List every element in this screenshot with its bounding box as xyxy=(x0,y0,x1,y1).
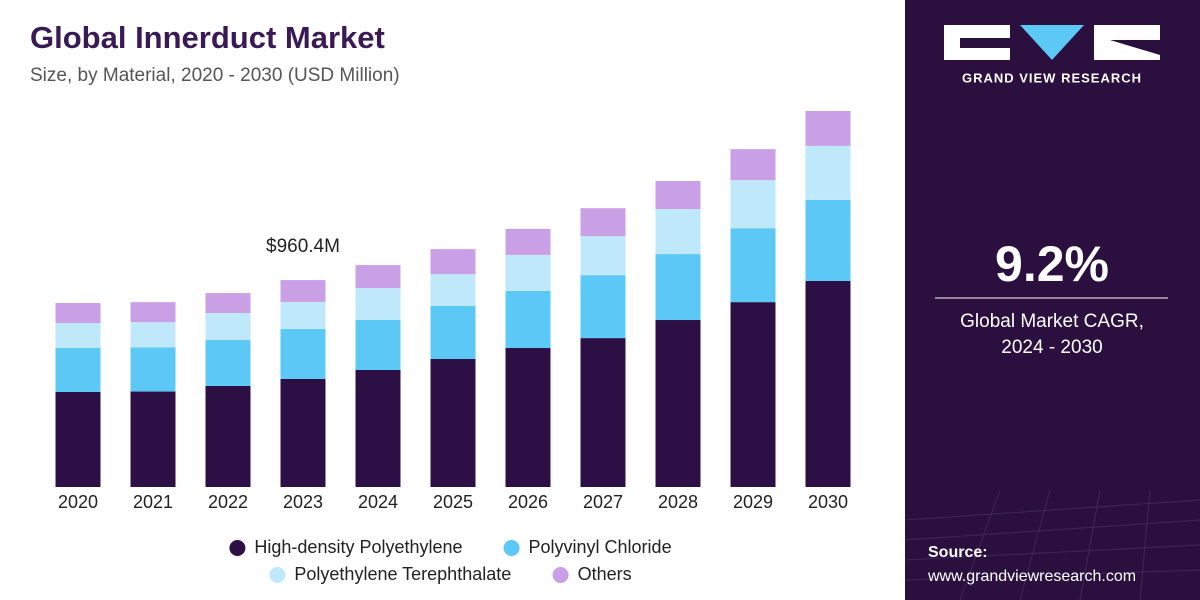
bar-segment xyxy=(505,348,551,487)
bar-segment xyxy=(505,290,551,349)
bar-segment xyxy=(355,265,401,289)
bar-segment xyxy=(205,293,251,314)
bar-segment xyxy=(655,254,701,321)
bar-segment xyxy=(580,236,626,276)
bar-segment xyxy=(730,180,776,229)
bar-segment xyxy=(580,338,626,487)
legend-label: Polyethylene Terephthalate xyxy=(294,564,511,584)
bar-segment xyxy=(430,306,476,360)
legend-label: Polyvinyl Chloride xyxy=(529,537,672,557)
bar-segment xyxy=(205,385,251,487)
bar-segment xyxy=(580,208,626,237)
bar-segment xyxy=(805,145,851,200)
chart-subtitle: Size, by Material, 2020 - 2030 (USD Mill… xyxy=(30,65,400,86)
cagr-value: 9.2% xyxy=(995,236,1109,292)
bar-segment xyxy=(655,320,701,487)
cagr-caption: Global Market CAGR, xyxy=(960,311,1144,332)
bar-segment xyxy=(730,228,776,303)
bar-segment xyxy=(55,348,101,392)
grid-decoration xyxy=(904,489,1200,600)
bar-segment xyxy=(430,359,476,487)
x-tick-label: 2030 xyxy=(808,492,848,512)
x-tick-label: 2024 xyxy=(358,492,398,512)
bar-segment xyxy=(55,391,101,487)
x-tick-label: 2022 xyxy=(208,492,248,512)
chart-title: Global Innerduct Market xyxy=(30,20,385,55)
bar-segment xyxy=(355,320,401,370)
bar-segment xyxy=(205,313,251,341)
data-label: $960.4M xyxy=(266,236,340,257)
bar-segment xyxy=(730,149,776,181)
bar-segment xyxy=(130,322,176,348)
x-tick-label: 2023 xyxy=(283,492,323,512)
sidebar-background xyxy=(905,0,1200,600)
bar-segment xyxy=(580,275,626,339)
bar-segment xyxy=(205,340,251,386)
source-url[interactable]: www.grandviewresearch.com xyxy=(927,568,1136,585)
bar-segment xyxy=(355,369,401,487)
brand-name: GRAND VIEW RESEARCH xyxy=(962,70,1142,85)
legend-swatch xyxy=(269,567,286,583)
bar-segment xyxy=(805,281,851,487)
x-tick-label: 2028 xyxy=(658,492,698,512)
bar-segment xyxy=(280,329,326,380)
legend-swatch xyxy=(229,540,246,556)
bar-segment xyxy=(505,228,551,255)
legend-label: High-density Polyethylene xyxy=(254,537,462,557)
bar-segment xyxy=(655,181,701,210)
bar-segment xyxy=(805,199,851,282)
bar-segment xyxy=(130,391,176,487)
bar-segment xyxy=(355,288,401,321)
logo xyxy=(944,25,1160,60)
bar-segment xyxy=(730,302,776,487)
x-tick-label: 2020 xyxy=(58,492,98,512)
bar-segment xyxy=(280,302,326,330)
bar-segment xyxy=(505,254,551,291)
x-tick-label: 2029 xyxy=(733,492,773,512)
bar-segment xyxy=(280,379,326,487)
bar-segment xyxy=(280,280,326,303)
bar-segment xyxy=(430,274,476,307)
bar-segment xyxy=(430,249,476,275)
cagr-caption: 2024 - 2030 xyxy=(1001,337,1102,358)
legend-swatch xyxy=(552,567,569,583)
source-label: Source: xyxy=(928,544,988,561)
legend-swatch xyxy=(503,540,520,556)
x-tick-label: 2026 xyxy=(508,492,548,512)
x-tick-label: 2027 xyxy=(583,492,623,512)
x-tick-label: 2025 xyxy=(433,492,473,512)
legend-label: Others xyxy=(578,564,632,584)
bar-segment xyxy=(55,302,101,324)
bar-segment xyxy=(130,302,176,323)
bar-segment xyxy=(805,111,851,146)
bar-segment xyxy=(130,347,176,392)
bar-segment xyxy=(55,323,101,349)
bar-segment xyxy=(655,209,701,255)
x-tick-label: 2021 xyxy=(133,492,173,512)
